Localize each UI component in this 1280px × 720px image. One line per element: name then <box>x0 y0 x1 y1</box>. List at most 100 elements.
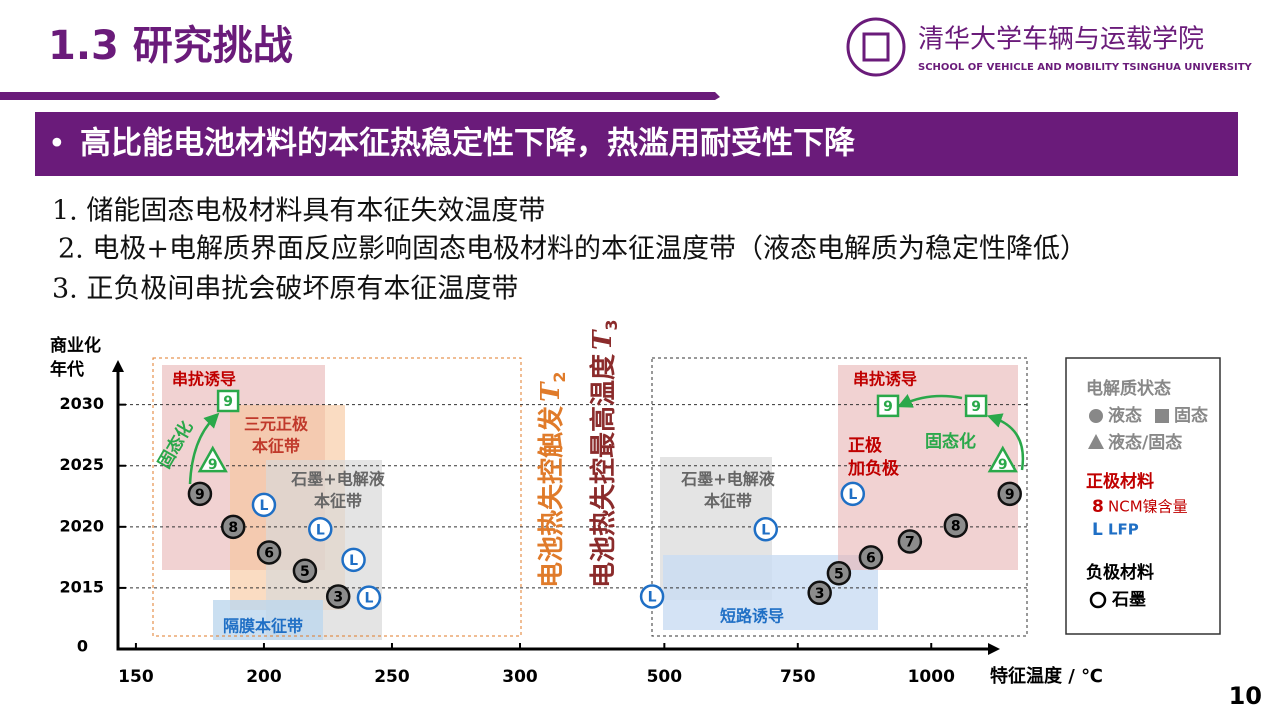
x-tick-label: 750 <box>780 667 816 687</box>
marker <box>256 540 282 565</box>
region <box>213 600 323 640</box>
marker-label: L <box>316 522 325 538</box>
y-tick-label: 2015 <box>59 577 104 596</box>
marker-label: 9 <box>223 394 233 410</box>
marker <box>876 394 900 418</box>
legend-title: 负极材料 <box>1086 562 1154 583</box>
chart: 串扰诱导三元正极本征带石墨+电解液本征带隔膜本征带石墨+电解液本征带短路诱导串扰… <box>50 319 1221 687</box>
annotation: 加负极 <box>847 458 899 479</box>
legend-symbol <box>1155 409 1169 423</box>
legend-item: 固态 <box>1174 405 1208 426</box>
page-number: 10 <box>1229 682 1262 710</box>
marker <box>292 558 318 584</box>
x-arrow <box>988 643 1000 655</box>
marker <box>753 517 779 542</box>
logo-cn: 清华大学车辆与运载学院 <box>918 25 1204 55</box>
region-label: 本征带 <box>704 492 752 511</box>
annotation-sub: 2 <box>550 371 569 382</box>
legend-symbol-label: L <box>1092 520 1103 540</box>
marker-label: L <box>349 553 358 569</box>
legend-item: LFP <box>1108 521 1139 539</box>
region-label: 石墨+电解液 <box>290 470 385 489</box>
arrow <box>897 394 963 408</box>
marker <box>197 445 228 473</box>
marker-label: 9 <box>195 487 205 503</box>
x-tick-label: 250 <box>374 667 410 687</box>
region-label: 石墨+电解液 <box>680 470 775 489</box>
arrow <box>188 412 220 485</box>
marker <box>943 513 969 538</box>
marker <box>639 584 665 609</box>
marker-label: 9 <box>1005 487 1015 503</box>
annotation: 固态化 <box>925 431 976 452</box>
region-label: 短路诱导 <box>720 607 784 626</box>
point: 3. 正负极间串扰会破坏原有本征温度带 <box>52 274 518 305</box>
point: 1. 储能固态电极材料具有本征失效温度带 <box>52 196 545 227</box>
legend-symbol-label: 8 <box>1092 497 1104 517</box>
banner-text: 高比能电池材料的本征热稳定性下降，热滥用耐受性下降 <box>80 126 856 162</box>
region <box>838 365 1018 570</box>
legend-item: NCM镍含量 <box>1108 498 1188 516</box>
annotation: 正极 <box>848 436 882 456</box>
legend-symbol <box>1089 409 1103 423</box>
x-axis-label: 特征温度 / ℃ <box>990 665 1103 687</box>
marker <box>216 389 240 413</box>
marker <box>826 561 852 586</box>
marker <box>987 445 1018 473</box>
legend-item: 液态 <box>1108 405 1142 426</box>
legend-title: 正极材料 <box>1086 471 1154 492</box>
logo-mark <box>862 32 890 62</box>
marker-label: L <box>761 522 770 538</box>
marker <box>308 517 333 542</box>
marker-label: 6 <box>264 545 274 561</box>
region-label: 本征带 <box>252 437 300 456</box>
annotation-text: 电池热失控触发 <box>536 406 567 588</box>
banner <box>35 112 1238 176</box>
region-label: 本征带 <box>314 492 362 511</box>
slide-title: 1.3 研究挑战 <box>48 23 293 69</box>
logo <box>846 17 906 77</box>
header-rule <box>0 92 720 100</box>
marker-label: 8 <box>951 519 961 535</box>
x-tick-label: 200 <box>246 667 282 687</box>
marker <box>997 481 1022 507</box>
marker <box>964 394 988 418</box>
marker <box>897 529 923 554</box>
vertical-annotation: 电池热失控触发 T2 <box>536 371 569 588</box>
y-tick-label: 2030 <box>59 394 104 413</box>
region-label: 串扰诱导 <box>853 370 917 389</box>
marker-label: L <box>364 591 373 607</box>
marker-label: 3 <box>815 586 825 602</box>
bullet: • <box>48 127 66 162</box>
marker-label: L <box>848 487 857 503</box>
x-tick-label: 1000 <box>908 667 955 687</box>
marker-label: 7 <box>905 534 915 550</box>
marker-label: 9 <box>971 399 981 415</box>
marker-label: 5 <box>834 566 844 582</box>
marker <box>187 481 213 507</box>
y-arrow <box>112 360 124 372</box>
annotation-text: 电池热失控最高温度 <box>588 354 619 588</box>
dashed-box <box>152 357 522 637</box>
logo-en: SCHOOL OF VEHICLE AND MOBILITY TSINGHUA … <box>918 62 1253 73</box>
point: 2. 电极+电解质界面反应影响固态电极材料的本征温度带（液态电解质为稳定性降低） <box>58 234 1087 265</box>
region-label: 隔膜本征带 <box>223 617 303 636</box>
legend-symbol <box>1088 434 1104 449</box>
y-tick-label: 2020 <box>59 516 104 535</box>
axes <box>116 368 990 651</box>
marker-label: L <box>259 498 268 514</box>
marker <box>325 584 351 609</box>
marker-label: 8 <box>228 520 238 536</box>
marker-label: 6 <box>866 550 876 566</box>
marker-label: 9 <box>208 457 218 473</box>
legend-item: 液态/固态 <box>1108 432 1182 453</box>
marker-label: 9 <box>998 457 1008 473</box>
annotation-symbol: T <box>536 381 566 402</box>
y-tick-label: 2025 <box>59 455 104 474</box>
legend-symbol <box>1089 591 1107 609</box>
dashed-box <box>651 357 1028 637</box>
marker <box>341 547 366 573</box>
legend-box <box>1065 357 1221 635</box>
marker <box>251 492 277 518</box>
